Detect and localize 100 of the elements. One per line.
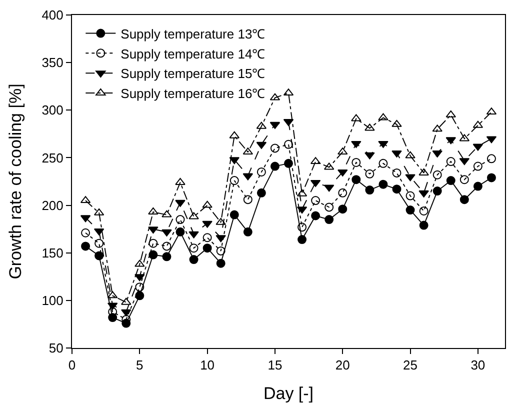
point xyxy=(405,151,416,158)
point xyxy=(202,233,212,242)
point xyxy=(324,202,334,212)
y-tick-label: 200 xyxy=(42,198,64,213)
legend-label: Supply temperature 14℃ xyxy=(120,46,266,62)
point xyxy=(311,196,320,206)
point xyxy=(189,255,198,264)
point xyxy=(270,144,280,153)
point xyxy=(162,210,172,218)
point xyxy=(216,246,226,256)
point xyxy=(432,150,442,158)
point xyxy=(446,157,456,166)
x-tick-label: 25 xyxy=(403,358,418,373)
point xyxy=(202,200,212,208)
legend-label: Supply temperature 16℃ xyxy=(120,86,266,102)
point xyxy=(392,150,402,158)
point xyxy=(324,215,334,224)
point xyxy=(162,252,172,262)
point xyxy=(188,212,199,220)
point xyxy=(148,226,158,234)
point xyxy=(486,173,496,182)
y-tick-label: 150 xyxy=(42,245,64,260)
point xyxy=(378,180,388,189)
legend-label: Supply temperature 13℃ xyxy=(120,26,266,42)
x-tick-label: 30 xyxy=(470,358,486,373)
point xyxy=(460,175,469,184)
y-tick-label: 50 xyxy=(48,340,64,356)
point xyxy=(418,168,429,176)
point xyxy=(419,206,428,216)
point xyxy=(405,174,416,182)
point xyxy=(188,231,199,238)
y-tick-label: 300 xyxy=(42,102,64,118)
point xyxy=(256,167,266,176)
point xyxy=(351,140,362,148)
point xyxy=(148,207,158,214)
point xyxy=(378,140,388,148)
point xyxy=(134,274,145,282)
point xyxy=(418,190,429,198)
point xyxy=(419,220,428,230)
point xyxy=(432,124,442,132)
point xyxy=(229,131,240,138)
point xyxy=(176,227,185,236)
point xyxy=(230,176,239,186)
x-tick-label: 5 xyxy=(136,358,144,373)
point xyxy=(243,227,252,236)
y-axis-title: Growth rate of cooling [%] xyxy=(6,84,26,280)
point xyxy=(216,258,226,268)
point xyxy=(243,195,252,204)
point xyxy=(352,175,361,184)
point xyxy=(175,178,186,185)
point xyxy=(202,220,212,228)
legend-label: Supply temperature 15℃ xyxy=(120,66,266,82)
point xyxy=(460,195,469,204)
point xyxy=(338,188,348,198)
point xyxy=(392,168,402,178)
x-axis-title: Day [-] xyxy=(263,384,314,403)
point xyxy=(81,242,90,251)
point xyxy=(486,154,496,164)
point xyxy=(162,229,172,236)
point xyxy=(284,140,293,149)
x-tick-label: 10 xyxy=(200,358,215,373)
point xyxy=(229,157,240,164)
point xyxy=(134,260,145,267)
point xyxy=(298,222,307,232)
point xyxy=(446,110,456,118)
point xyxy=(364,152,375,160)
point xyxy=(94,238,104,248)
point xyxy=(473,162,482,171)
point xyxy=(378,113,388,120)
y-tick-label: 350 xyxy=(42,55,64,70)
point xyxy=(298,235,307,244)
point xyxy=(256,188,266,198)
point xyxy=(446,137,456,144)
point xyxy=(311,211,320,220)
point xyxy=(216,235,226,242)
y-tick-label: 250 xyxy=(42,150,64,166)
point xyxy=(270,162,280,171)
x-tick-label: 15 xyxy=(268,358,282,373)
point xyxy=(378,158,388,168)
point xyxy=(392,120,402,127)
point xyxy=(406,191,415,200)
point xyxy=(446,176,456,186)
point xyxy=(121,309,132,316)
point xyxy=(216,218,226,225)
point xyxy=(338,204,348,214)
point xyxy=(148,250,158,260)
point xyxy=(284,158,293,168)
x-tick-label: 20 xyxy=(335,358,350,373)
point xyxy=(365,186,374,195)
point xyxy=(148,238,158,248)
point xyxy=(392,184,402,194)
y-tick-label: 100 xyxy=(42,292,64,308)
y-tick-label: 400 xyxy=(42,8,64,23)
point xyxy=(176,215,185,224)
point xyxy=(121,298,132,305)
point xyxy=(365,169,374,178)
point xyxy=(432,186,442,196)
point xyxy=(230,210,239,220)
point xyxy=(162,242,172,251)
point xyxy=(189,244,198,253)
